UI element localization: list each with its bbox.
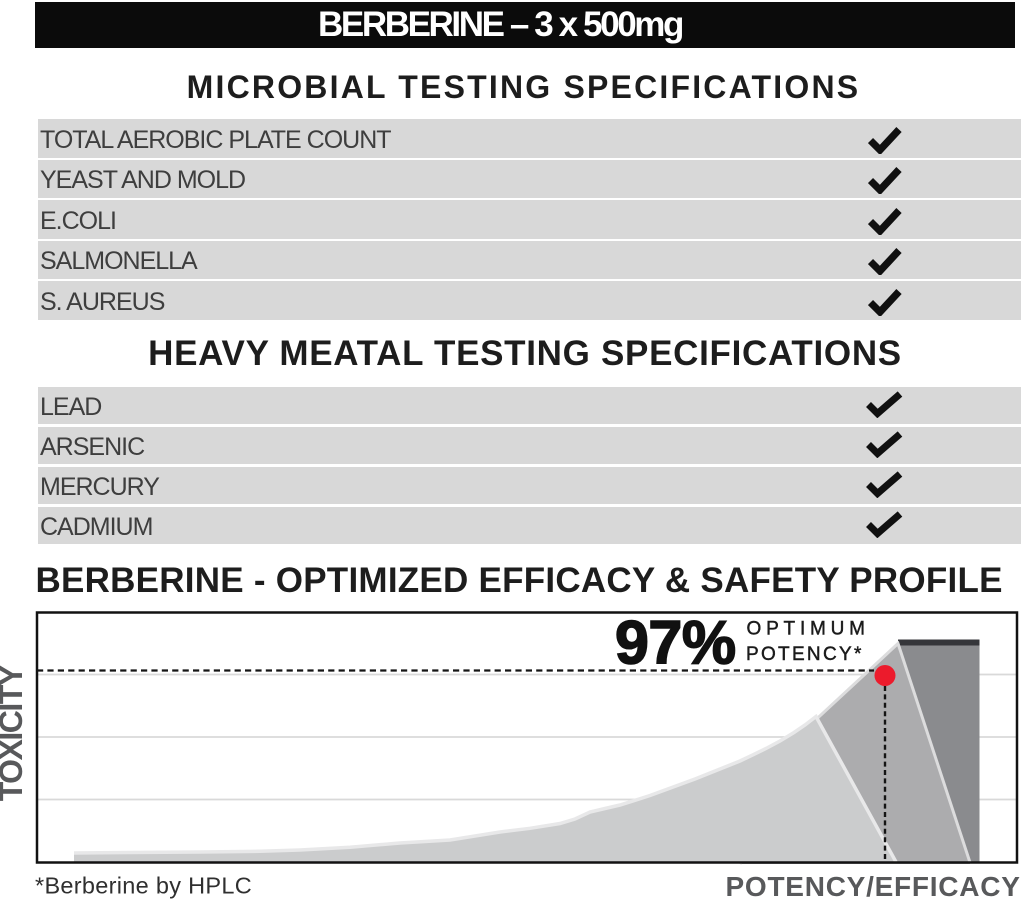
svg-text:POTENCY*: POTENCY* <box>746 644 864 665</box>
svg-text:POTENCY/EFFICACY: POTENCY/EFFICACY <box>726 871 1021 902</box>
svg-text:TOXICITY: TOXICITY <box>0 665 29 801</box>
svg-text:*Berberine by HPLC: *Berberine by HPLC <box>35 872 252 898</box>
svg-text:97%: 97% <box>615 608 736 676</box>
svg-text:OPTIMUM: OPTIMUM <box>747 619 870 640</box>
